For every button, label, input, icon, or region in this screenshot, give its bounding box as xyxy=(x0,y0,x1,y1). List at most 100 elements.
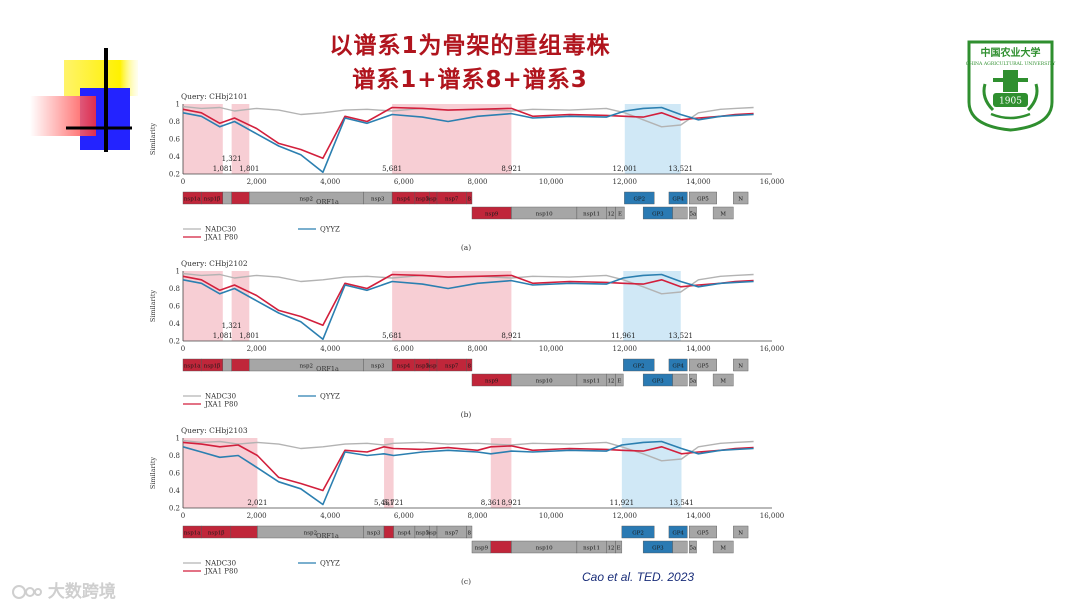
panel2-top-gene-14 xyxy=(688,358,717,372)
panel3-ytick-label: 0.4 xyxy=(169,487,181,495)
watermark-logo-icon xyxy=(12,585,42,599)
panel2-breakpoint-label: 8,921 xyxy=(501,332,521,340)
panel3-xtick-label: 8,000 xyxy=(467,512,487,520)
panel3-bottom-gene-label: nsp9 xyxy=(475,545,489,551)
panel1-breakpoint-label: 1,801 xyxy=(239,165,259,173)
panel2-bottom-gene-label: 12 xyxy=(607,378,614,384)
panel3-bottom-gene-label: ORF1a xyxy=(316,532,339,540)
panel3-bottom-gene-label: E xyxy=(617,545,621,551)
logo-name-en: CHINA AGRICULTURAL UNIVERSITY xyxy=(966,61,1057,67)
panel1-top-gene-label: nsp5 xyxy=(416,196,430,202)
panel3-top-gene-label: nsp6 xyxy=(427,530,441,536)
panel1-ytick-label: 0.4 xyxy=(169,153,181,161)
panel2-top-gene-3 xyxy=(231,358,250,372)
panel2-top-gene-15 xyxy=(733,358,749,372)
panel3-y-axis-label: Similarity xyxy=(149,457,157,490)
panel1-bottom-gene-9 xyxy=(712,206,734,220)
panel3-breakpoint-label: 2,021 xyxy=(247,499,267,507)
panel3-xtick-label: 4,000 xyxy=(320,512,340,520)
panel2-bottom-gene-label: nsp11 xyxy=(583,378,600,384)
panel1-bottom-gene-8 xyxy=(688,206,697,220)
panel3-legend-label: NADC30 xyxy=(205,560,236,568)
panel1-xtick-label: 6,000 xyxy=(394,178,414,186)
panel3-series-nadc30 xyxy=(182,439,754,462)
panel2-bottom-gene-label: 5a xyxy=(689,378,696,384)
panel1-top-gene-label: GP2 xyxy=(633,196,645,202)
panel1-recomb-region-0 xyxy=(183,104,223,174)
panel3-ytick-label: 0.8 xyxy=(169,452,180,460)
panel3-breakpoint-label: 11,921 xyxy=(610,499,635,507)
panel3-recomb-region-1 xyxy=(384,438,394,508)
panel1-top-gene-label: nsp1β xyxy=(204,196,221,202)
panel3-series-jxa1-p80 xyxy=(182,441,754,492)
panel3-bottom-gene-10 xyxy=(712,540,734,554)
panel1-breakpoint-label: 1,321 xyxy=(222,155,242,163)
panel2-bottom-gene-label: GP3 xyxy=(652,378,664,384)
panel2-ytick-label: 1 xyxy=(176,268,180,276)
panel2-panel-label: (b) xyxy=(461,410,472,419)
panel1-top-gene-14 xyxy=(688,191,717,205)
panel1-top-gene-13 xyxy=(668,191,688,205)
panel3-top-gene-15 xyxy=(733,525,749,539)
panel1-ytick-label: 0.2 xyxy=(169,171,180,179)
panel2-xtick-label: 10,000 xyxy=(539,345,564,353)
panel1-query-title: Query: CHbj2101 xyxy=(181,92,248,101)
panel3-recomb-region-2 xyxy=(490,438,512,508)
panel2-xtick-label: 6,000 xyxy=(394,345,414,353)
panel3-top-gene-label: nsp1β xyxy=(208,530,225,536)
panel2-top-gene-label: 8 xyxy=(467,363,471,369)
panel2-breakpoint-label: 5,681 xyxy=(382,332,402,340)
panel1-legend-label: JXA1 P80 xyxy=(204,234,238,242)
panel2-top-gene-13 xyxy=(668,358,688,372)
panel2-xtick-label: 8,000 xyxy=(467,345,487,353)
panel3-top-gene-13 xyxy=(668,525,688,539)
panel1-bottom-gene-label: GP3 xyxy=(652,211,664,217)
panel1-xtick-label: 10,000 xyxy=(539,178,564,186)
logo-name-cn: 中国农业大学 xyxy=(981,46,1041,59)
panel2-top-gene-label: nsp5 xyxy=(416,363,430,369)
panel3-bottom-gene-9 xyxy=(688,540,697,554)
panel1-bottom-gene-7 xyxy=(672,206,688,220)
panel1-legend-label: QYYZ xyxy=(320,226,340,234)
panel3-query-title: Query: CHbj2103 xyxy=(181,426,248,435)
panel3-breakpoint-label: 5,721 xyxy=(384,499,404,507)
panel2-query-title: Query: CHbj2102 xyxy=(181,259,248,268)
panel2-breakpoint-label: 1,081 xyxy=(213,332,233,340)
panel3-xtick-label: 10,000 xyxy=(539,512,564,520)
panel1-top-gene-label: N xyxy=(738,196,743,202)
panel3-top-gene-label: nsp3 xyxy=(367,530,381,536)
panel2-bottom-gene-7 xyxy=(672,373,688,387)
panel1-bottom-gene-5 xyxy=(615,206,625,220)
panel2-bottom-gene-label: ORF1a xyxy=(316,365,339,373)
panel2-top-gene-label: GP2 xyxy=(633,363,645,369)
watermark-text: 大数跨境 xyxy=(47,582,116,602)
panel2-top-gene-label: nsp6 xyxy=(427,363,441,369)
panel3-bottom-gene-label: nsp11 xyxy=(583,545,600,551)
panel1-top-gene-label: nsp1a xyxy=(184,196,201,202)
panel1-top-gene-label: GP5 xyxy=(697,196,709,202)
panel1-top-gene-label: nsp4 xyxy=(397,196,411,202)
panel3-bottom-gene-label: GP3 xyxy=(652,545,664,551)
panel2-bottom-gene-8 xyxy=(688,373,697,387)
panel1-breakpoint-label: 12,001 xyxy=(613,165,638,173)
panel1-breakpoint-label: 5,681 xyxy=(382,165,402,173)
panel3-bottom-gene-label: nsp10 xyxy=(536,545,553,551)
panel3-ytick-label: 0.6 xyxy=(169,470,181,478)
panel2-xtick-label: 0 xyxy=(181,345,185,353)
panel3-bottom-gene-label: 5a xyxy=(689,545,696,551)
panel1-series-jxa1-p80 xyxy=(182,106,754,160)
panel3-ytick-label: 0.2 xyxy=(169,505,180,513)
panel1-bottom-gene-label: 12 xyxy=(607,211,614,217)
panel3-bottom-gene-label: 12 xyxy=(607,545,614,551)
panel3-breakpoint-label: 8,921 xyxy=(501,499,521,507)
panel3-top-gene-label: nsp4 xyxy=(398,530,412,536)
panel3-bottom-gene-6 xyxy=(615,540,623,554)
panel2-xtick-label: 4,000 xyxy=(320,345,340,353)
decorative-color-blocks xyxy=(30,48,138,152)
panel1-top-gene-label: nsp7 xyxy=(445,196,459,202)
panel1-xtick-label: 8,000 xyxy=(467,178,487,186)
panel2-ytick-label: 0.4 xyxy=(169,320,181,328)
panel1-top-gene-15 xyxy=(733,191,749,205)
panel3-top-gene-10 xyxy=(466,525,473,539)
